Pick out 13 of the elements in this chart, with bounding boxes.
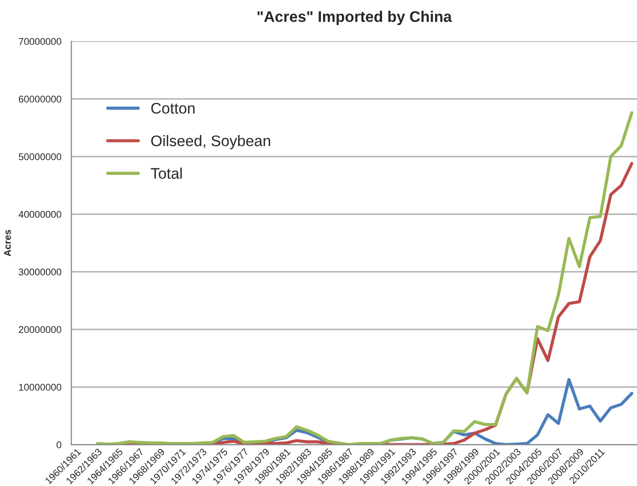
y-tick-label: 70000000 (18, 38, 62, 45)
y-tick-label: 10000000 (19, 384, 62, 391)
y-tick-label: 20000000 (18, 326, 62, 334)
y-axis-title: Acres (4, 230, 11, 256)
y-tick-label: 60000000 (18, 96, 62, 103)
chart-title: "Acres" Imported by China (258, 10, 452, 26)
y-tick-label: 40000000 (18, 210, 62, 218)
y-tick-label: 30000000 (18, 268, 62, 276)
y-tick-label: 0 (56, 441, 62, 448)
legend-label: Oilseed, Soybean (151, 135, 270, 150)
legend-label: Cotton (151, 102, 195, 114)
legend-label: Total (150, 168, 182, 179)
y-tick-label: 50000000 (18, 153, 62, 160)
